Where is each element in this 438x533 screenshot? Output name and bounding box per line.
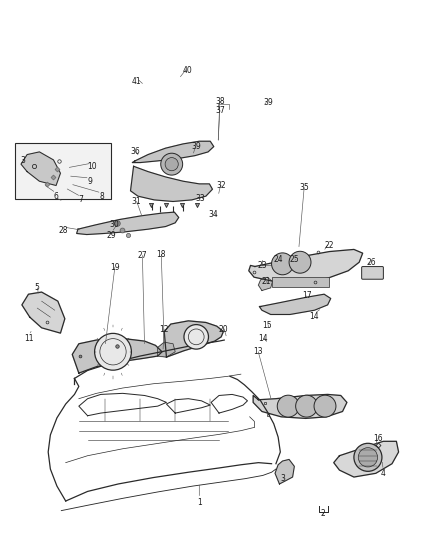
Text: 14: 14 — [310, 312, 319, 320]
Circle shape — [354, 443, 382, 471]
Text: 31: 31 — [131, 197, 141, 206]
Polygon shape — [22, 292, 65, 333]
Polygon shape — [253, 394, 347, 418]
Circle shape — [289, 251, 311, 273]
Circle shape — [165, 158, 178, 171]
Text: 36: 36 — [130, 148, 140, 156]
Polygon shape — [259, 294, 331, 314]
Text: 21: 21 — [261, 277, 271, 286]
Text: 37: 37 — [215, 107, 225, 115]
Circle shape — [184, 325, 208, 349]
Text: 5: 5 — [35, 284, 40, 292]
Circle shape — [314, 395, 336, 417]
Polygon shape — [21, 152, 60, 185]
Text: 15: 15 — [262, 321, 272, 329]
Text: 1: 1 — [197, 498, 201, 506]
Text: 40: 40 — [183, 66, 192, 75]
Circle shape — [358, 448, 378, 467]
Text: 38: 38 — [215, 97, 225, 106]
FancyBboxPatch shape — [362, 266, 383, 279]
Text: 2: 2 — [321, 509, 325, 518]
Text: 16: 16 — [373, 434, 382, 442]
Polygon shape — [158, 342, 175, 357]
Text: 22: 22 — [325, 241, 334, 249]
Polygon shape — [131, 166, 212, 201]
Text: 7: 7 — [78, 196, 84, 204]
Polygon shape — [72, 338, 162, 373]
Text: 11: 11 — [24, 334, 33, 343]
Text: 24: 24 — [273, 255, 283, 264]
Text: 23: 23 — [257, 261, 267, 270]
Text: 27: 27 — [138, 252, 147, 260]
Circle shape — [296, 395, 318, 417]
Text: 41: 41 — [132, 77, 141, 85]
Bar — [272, 277, 328, 287]
Circle shape — [161, 153, 183, 175]
Text: 19: 19 — [110, 263, 120, 272]
Text: 6: 6 — [53, 192, 59, 200]
Text: 8: 8 — [99, 192, 104, 200]
Polygon shape — [258, 277, 272, 290]
Text: 35: 35 — [300, 183, 309, 192]
Polygon shape — [275, 459, 294, 484]
Text: 9: 9 — [87, 177, 92, 185]
Circle shape — [277, 395, 299, 417]
Text: 20: 20 — [219, 325, 228, 334]
Text: 32: 32 — [216, 181, 226, 190]
Polygon shape — [249, 249, 363, 282]
Bar — [15, 143, 111, 199]
Polygon shape — [132, 141, 214, 163]
Text: 10: 10 — [87, 162, 97, 171]
Polygon shape — [164, 321, 223, 357]
Text: 18: 18 — [156, 251, 166, 259]
Text: 39: 39 — [191, 142, 201, 151]
Text: 12: 12 — [159, 325, 169, 334]
Text: 39: 39 — [263, 98, 273, 107]
Text: 14: 14 — [258, 335, 268, 343]
Text: 3: 3 — [20, 157, 25, 165]
Text: 33: 33 — [196, 194, 205, 203]
Text: 29: 29 — [107, 231, 117, 240]
Text: 3: 3 — [280, 474, 285, 483]
Text: 13: 13 — [253, 348, 262, 356]
Text: 34: 34 — [209, 210, 219, 219]
Polygon shape — [334, 441, 399, 477]
Circle shape — [272, 253, 293, 275]
Text: 30: 30 — [110, 221, 120, 229]
Polygon shape — [77, 212, 179, 235]
Circle shape — [95, 333, 131, 370]
Text: 4: 4 — [381, 469, 386, 478]
Text: 26: 26 — [367, 258, 376, 266]
Text: 25: 25 — [290, 255, 299, 264]
Text: 28: 28 — [59, 226, 68, 235]
Text: 17: 17 — [302, 292, 311, 300]
